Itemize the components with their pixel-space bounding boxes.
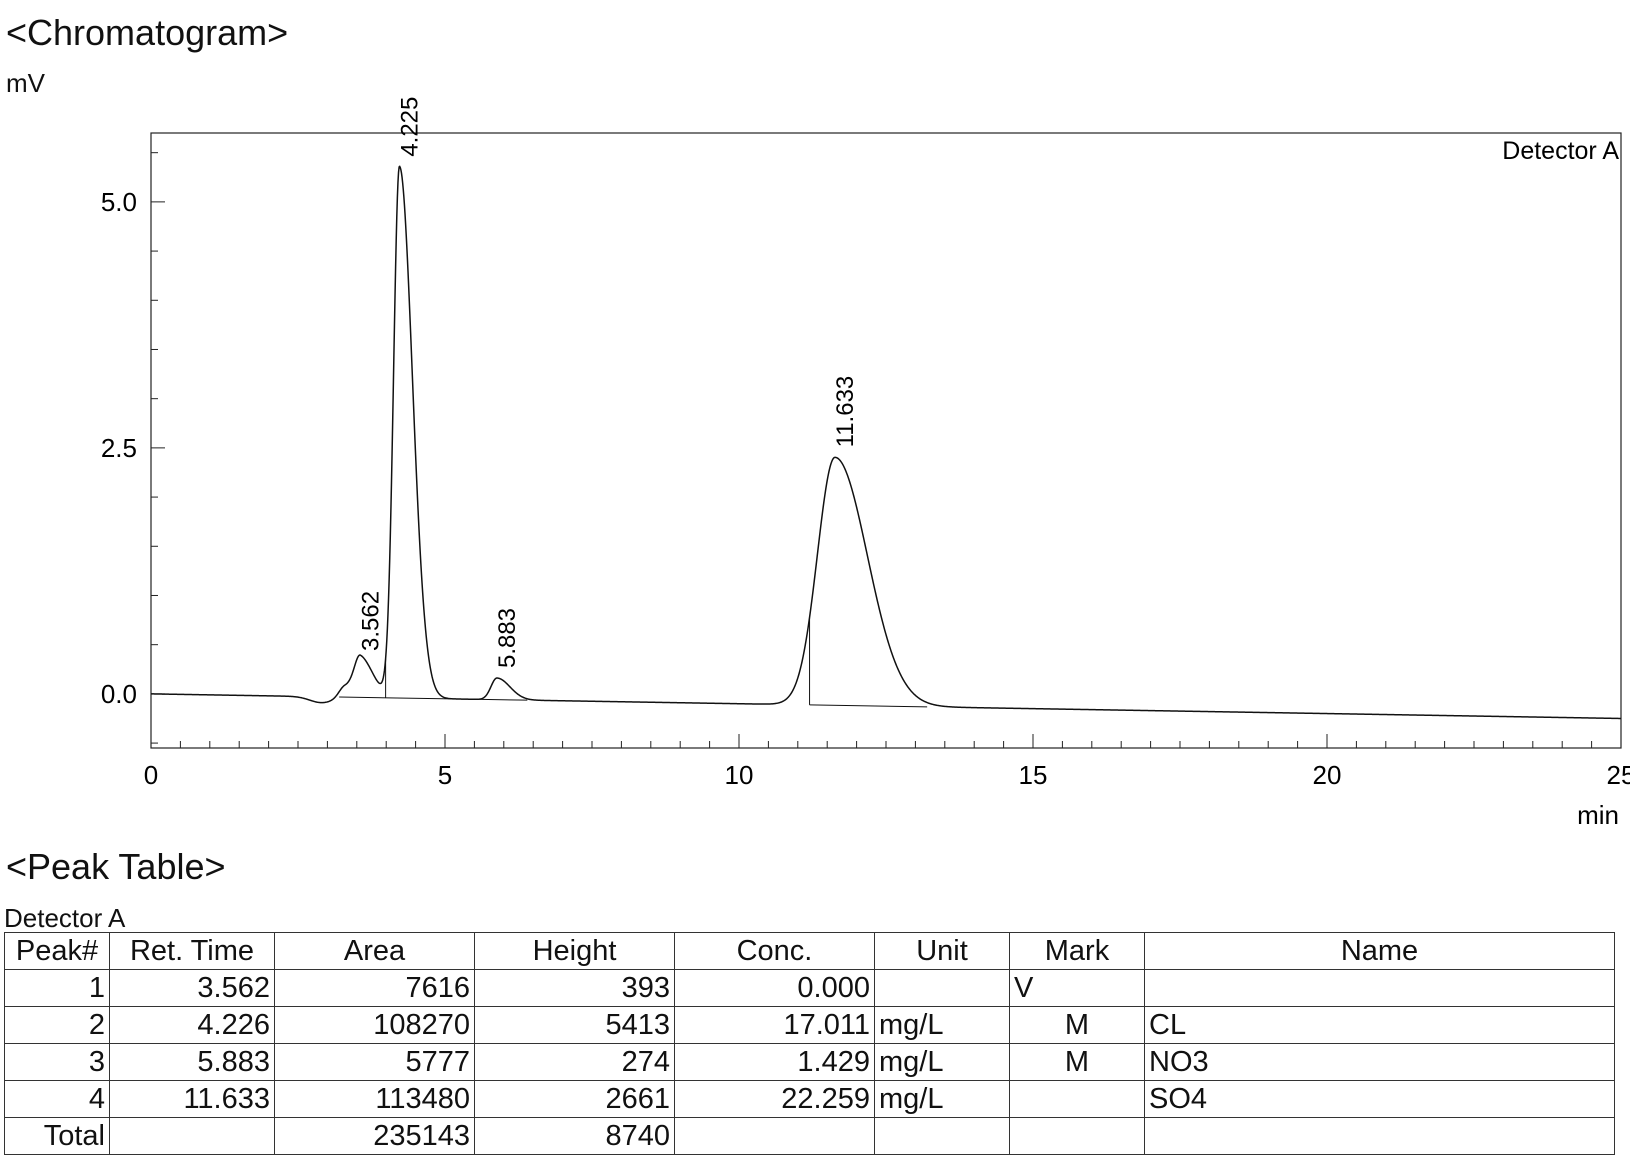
cell-unit <box>874 969 1010 1007</box>
col-header-height: Height <box>474 932 675 970</box>
cell-name: NO3 <box>1144 1043 1615 1081</box>
cell-peak: 1 <box>4 969 110 1007</box>
cell-name: SO4 <box>1144 1080 1615 1118</box>
cell-ret-time: 3.562 <box>109 969 275 1007</box>
cell-conc: 0.000 <box>674 969 875 1007</box>
cell-peak: 3 <box>4 1043 110 1081</box>
peak-label: 5.883 <box>494 608 521 668</box>
peak-table-detector: Detector A <box>4 903 126 933</box>
cell-ret-time: 5.883 <box>109 1043 275 1081</box>
plot-frame <box>150 132 1622 749</box>
col-header-unit: Unit <box>874 932 1010 970</box>
peak-label: 11.633 <box>832 376 859 448</box>
cell-mark <box>1009 1080 1145 1118</box>
table-row: 2 4.226 108270 5413 17.011 mg/L M CL <box>4 1006 1615 1044</box>
cell-name <box>1144 969 1615 1007</box>
cell-total-height: 8740 <box>474 1117 675 1155</box>
col-header-area: Area <box>274 932 475 970</box>
cell-conc: 1.429 <box>674 1043 875 1081</box>
cell-ret-time: 11.633 <box>109 1080 275 1118</box>
cell-height: 2661 <box>474 1080 675 1118</box>
traces <box>150 165 1622 720</box>
y-axis: 0.0 2.5 5.0 <box>101 152 165 744</box>
x-axis: 0 5 10 15 20 25 <box>144 734 1630 790</box>
cell-unit: mg/L <box>874 1006 1010 1044</box>
x-tick-label: 20 <box>1313 760 1342 790</box>
cell-mark: M <box>1009 1006 1145 1044</box>
peak-table-title: <Peak Table> <box>6 846 226 887</box>
cell-conc: 22.259 <box>674 1080 875 1118</box>
chart-title: <Chromatogram> <box>6 12 289 53</box>
integration-baseline <box>809 704 928 708</box>
x-tick-label: 25 <box>1607 760 1630 790</box>
x-axis-label: min <box>1577 800 1619 830</box>
integration-baseline <box>339 696 475 700</box>
peak-labels: 3.562 4.225 5.883 11.633 <box>357 97 859 668</box>
peak-label: 3.562 <box>357 591 384 651</box>
y-tick-label: 2.5 <box>101 433 137 463</box>
peak-table: Peak# Ret. Time Area Height Conc. Unit M… <box>4 932 1615 1155</box>
cell-name: CL <box>1144 1006 1615 1044</box>
cell-area: 113480 <box>274 1080 475 1118</box>
cell-conc: 17.011 <box>674 1006 875 1044</box>
table-row: 1 3.562 7616 393 0.000 V <box>4 969 1615 1007</box>
cell-empty <box>109 1117 275 1155</box>
cell-height: 393 <box>474 969 675 1007</box>
col-header-ret-time: Ret. Time <box>109 932 275 970</box>
cell-empty <box>1009 1117 1145 1155</box>
cell-area: 5777 <box>274 1043 475 1081</box>
cell-empty <box>874 1117 1010 1155</box>
x-tick-label: 15 <box>1019 760 1048 790</box>
cell-total-label: Total <box>4 1117 110 1155</box>
cell-mark: V <box>1009 969 1145 1007</box>
table-header-row: Peak# Ret. Time Area Height Conc. Unit M… <box>4 932 1615 970</box>
col-header-mark: Mark <box>1009 932 1145 970</box>
cell-peak: 2 <box>4 1006 110 1044</box>
signal-line <box>150 165 1622 720</box>
y-tick-label: 0.0 <box>101 679 137 709</box>
cell-ret-time: 4.226 <box>109 1006 275 1044</box>
y-tick-label: 5.0 <box>101 187 137 217</box>
cell-height: 5413 <box>474 1006 675 1044</box>
x-tick-label: 10 <box>725 760 754 790</box>
x-tick-label: 5 <box>438 760 452 790</box>
detector-label: Detector A <box>1502 137 1619 165</box>
cell-total-area: 235143 <box>274 1117 475 1155</box>
cell-mark: M <box>1009 1043 1145 1081</box>
col-header-name: Name <box>1144 932 1615 970</box>
y-axis-unit: mV <box>6 68 45 98</box>
table-total-row: Total 235143 8740 <box>4 1117 1615 1155</box>
cell-empty <box>674 1117 875 1155</box>
integration-baseline <box>474 698 528 701</box>
cell-height: 274 <box>474 1043 675 1081</box>
x-tick-label: 0 <box>144 760 158 790</box>
cell-area: 7616 <box>274 969 475 1007</box>
table-row: 4 11.633 113480 2661 22.259 mg/L SO4 <box>4 1080 1615 1118</box>
col-header-peak: Peak# <box>4 932 110 970</box>
peak-label: 4.225 <box>396 97 423 157</box>
cell-area: 108270 <box>274 1006 475 1044</box>
cell-unit: mg/L <box>874 1043 1010 1081</box>
cell-peak: 4 <box>4 1080 110 1118</box>
col-header-conc: Conc. <box>674 932 875 970</box>
cell-empty <box>1144 1117 1615 1155</box>
chromatogram-plot: 0 5 10 15 20 25 0.0 2.5 5.0 3.562 4.225 5.883 11.6… <box>101 97 1630 830</box>
table-row: 3 5.883 5777 274 1.429 mg/L M NO3 <box>4 1043 1615 1081</box>
cell-unit: mg/L <box>874 1080 1010 1118</box>
